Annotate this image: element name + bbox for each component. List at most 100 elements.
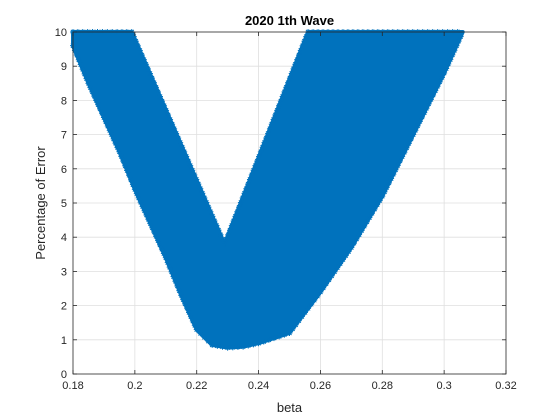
data-point-marker	[451, 47, 458, 54]
data-point-marker	[187, 313, 194, 320]
marker-stroke	[243, 186, 249, 192]
data-point-marker	[285, 79, 292, 86]
marker-stroke	[399, 154, 405, 160]
data-point-marker	[144, 65, 151, 72]
marker-stroke	[235, 344, 241, 350]
marker-stroke	[408, 136, 414, 142]
marker-stroke	[302, 309, 308, 315]
data-point-marker	[142, 61, 149, 68]
marker-stroke	[161, 103, 167, 109]
data-point-marker	[213, 222, 220, 229]
marker-stroke	[173, 130, 179, 136]
marker-stroke	[207, 209, 213, 215]
data-point-marker	[176, 287, 183, 294]
data-point-marker	[167, 116, 174, 123]
data-point-marker	[175, 135, 182, 142]
data-point-marker	[390, 171, 397, 178]
marker-stroke	[285, 80, 291, 86]
marker-stroke	[175, 135, 181, 141]
data-point-marker	[292, 61, 299, 68]
data-point-marker	[408, 135, 415, 142]
data-point-marker	[104, 123, 111, 130]
data-point-marker	[168, 268, 175, 275]
data-point-marker	[162, 254, 169, 261]
data-point-marker	[392, 166, 399, 173]
marker-stroke	[155, 238, 161, 244]
data-point-marker	[183, 153, 190, 160]
marker-stroke	[139, 52, 145, 58]
marker-stroke	[397, 158, 403, 164]
y-tick-label: 9	[61, 61, 67, 73]
data-point-marker	[219, 343, 226, 350]
marker-stroke	[271, 335, 277, 341]
data-point-marker	[185, 309, 192, 316]
data-point-marker	[376, 197, 383, 204]
data-point-marker	[257, 148, 264, 155]
data-point-marker	[205, 338, 212, 345]
data-point-marker	[334, 264, 341, 271]
data-point-marker	[274, 107, 281, 114]
marker-stroke	[272, 112, 278, 118]
data-point-marker	[453, 42, 460, 49]
data-point-marker	[250, 167, 257, 174]
marker-stroke	[262, 140, 267, 146]
marker-stroke	[435, 83, 440, 89]
marker-stroke	[326, 277, 332, 283]
data-point-marker	[151, 229, 158, 236]
marker-stroke	[415, 123, 421, 129]
data-point-marker	[114, 144, 121, 151]
marker-stroke	[222, 241, 228, 247]
marker-stroke	[412, 127, 418, 133]
marker-stroke	[296, 52, 302, 58]
marker-stroke	[97, 106, 103, 112]
data-point-marker	[134, 42, 141, 49]
data-point-marker	[203, 199, 210, 206]
marker-stroke	[72, 47, 78, 53]
marker-stroke	[101, 115, 107, 120]
marker-stroke	[188, 314, 194, 320]
data-point-marker	[127, 176, 134, 183]
marker-stroke	[300, 43, 306, 49]
x-tick-label: 0.18	[62, 380, 83, 392]
marker-stroke	[140, 203, 146, 209]
data-point-marker	[83, 75, 90, 82]
data-point-marker	[403, 144, 410, 151]
y-tick-label: 2	[61, 301, 67, 313]
data-point-marker	[140, 56, 147, 63]
marker-stroke	[445, 61, 451, 67]
marker-stroke	[245, 343, 251, 348]
x-tick-label: 0.28	[372, 380, 393, 392]
marker-stroke	[163, 255, 169, 261]
marker-stroke	[182, 301, 188, 307]
data-point-marker	[419, 114, 426, 121]
marker-stroke	[142, 208, 147, 214]
marker-stroke	[348, 245, 354, 250]
marker-stroke	[364, 219, 370, 225]
marker-stroke	[247, 177, 253, 182]
data-point-marker	[374, 201, 381, 208]
data-point-marker	[147, 220, 154, 227]
marker-stroke	[179, 144, 185, 150]
data-point-marker	[292, 321, 299, 328]
data-point-marker	[457, 33, 464, 40]
marker-stroke	[379, 193, 385, 199]
marker-stroke	[232, 213, 238, 219]
data-point-marker	[229, 344, 236, 351]
data-point-marker	[266, 125, 273, 132]
marker-stroke	[369, 210, 375, 216]
marker-stroke	[329, 273, 335, 279]
data-point-marker	[189, 317, 196, 324]
data-point-marker	[199, 190, 206, 197]
data-point-marker	[132, 38, 139, 45]
data-point-marker	[174, 282, 181, 289]
marker-stroke	[250, 341, 256, 347]
marker-stroke	[293, 322, 299, 328]
marker-stroke	[87, 85, 93, 91]
data-point-marker	[122, 162, 129, 169]
data-point-marker	[138, 52, 145, 59]
y-tick-label: 7	[61, 130, 67, 142]
marker-stroke	[203, 200, 209, 206]
marker-stroke	[432, 88, 438, 94]
data-point-marker	[152, 84, 159, 91]
marker-stroke	[340, 257, 346, 263]
